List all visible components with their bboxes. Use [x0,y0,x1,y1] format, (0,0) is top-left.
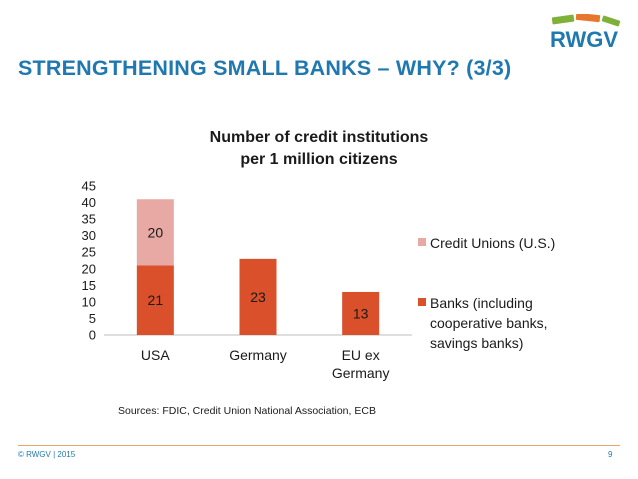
bar-segment [136,265,174,335]
y-tick-label: 15 [82,278,96,293]
sources-note: Sources: FDIC, Credit Union National Ass… [118,405,376,417]
legend-label: Banks (including cooperative banks, saving… [430,295,548,351]
data-label: 21 [148,292,164,308]
footer-divider [18,445,620,446]
rwgv-logo: RWGV [550,14,621,52]
bar-segment [136,199,174,266]
y-tick-label: 0 [89,328,96,343]
y-tick-label: 25 [82,245,96,260]
bar-segment [342,291,380,335]
logo-arc-orange [575,14,601,23]
y-tick-label: 40 [82,195,96,210]
logo-arc-green [551,14,575,25]
legend-label: Credit Unions (U.S.) [430,235,555,251]
y-tick-label: 35 [82,212,96,227]
legend-label-line-2: cooperative banks, [430,315,548,331]
x-tick-label: Germany [229,347,287,363]
footer-copyright: © RWGV | 2015 [18,450,76,459]
chart-title-line-2: per 1 million citizens [240,151,397,168]
y-tick-label: 10 [82,294,96,309]
y-tick-label: 30 [82,228,96,243]
chart-title-line-1: Number of credit institutions [210,129,429,146]
logo-text: RWGV [550,27,618,52]
legend-label-line-1: Banks (including [430,295,533,311]
page-number: 9 [608,450,613,459]
bar-chart: Number of credit institutions per 1 milli… [82,129,556,417]
legend-label-line-1: Credit Unions (U.S.) [430,235,555,251]
x-tick-label: USA [141,347,170,363]
legend-swatch [418,238,426,246]
data-label: 23 [250,289,266,305]
data-label: 20 [148,224,164,240]
legend-swatch [418,298,426,306]
x-tick-label-line-2: Germany [332,365,390,381]
y-tick-label: 5 [89,311,96,326]
slide-title: STRENGTHENING SMALL BANKS – WHY? (3/3) [18,56,512,80]
x-tick-label-line-1: EU ex [342,347,380,363]
legend-label-line-3: savings banks) [430,335,523,351]
x-tick-label-line-1: Germany [229,347,287,363]
y-tick-label: 20 [82,261,96,276]
logo-arc-green-right [601,15,621,27]
chart-title: Number of credit institutions per 1 milli… [210,129,429,168]
x-tick-label: EU ex Germany [332,347,390,381]
bar-segment [239,258,277,335]
y-tick-label: 45 [82,179,96,194]
x-tick-label-line-1: USA [141,347,170,363]
data-label: 13 [353,305,369,321]
